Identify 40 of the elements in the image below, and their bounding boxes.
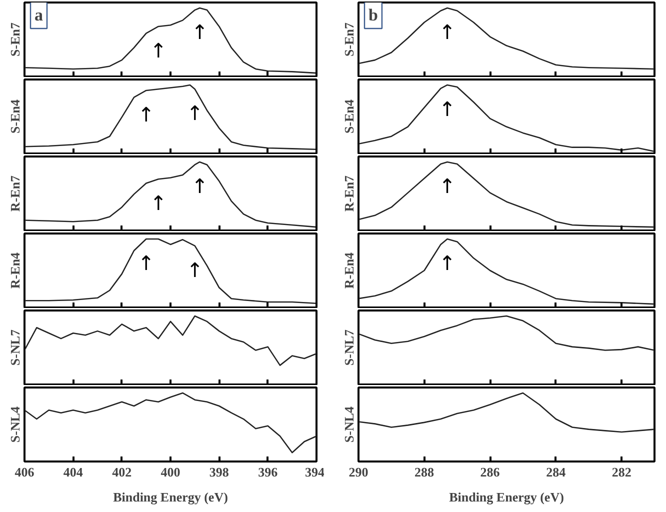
x-tick-label: 404 [63, 464, 84, 480]
x-tick-label: 394 [305, 464, 325, 480]
y-axis-title: S-NL4 [342, 406, 356, 443]
annotation: b [368, 6, 378, 24]
annotation: ↑ [191, 20, 208, 44]
annotation: ↑ [438, 174, 456, 198]
x-tick-label: 282 [612, 464, 632, 480]
x-axis-title: Binding Energy (eV) [449, 490, 564, 504]
y-axis-title: R-En7 [342, 174, 356, 212]
x-tick-label: 400 [160, 464, 180, 480]
annotation: ↑ [150, 38, 167, 62]
x-tick-label: 286 [480, 464, 500, 480]
annotation: ↑ [150, 191, 167, 216]
y-axis-title: S-NL7 [342, 328, 356, 366]
annotation: ↑ [186, 258, 204, 282]
x-tick-label: 402 [112, 464, 132, 480]
y-axis-title: R-En4 [8, 252, 22, 289]
x-tick-label: 406 [14, 464, 35, 480]
annotation: ↑ [438, 96, 456, 121]
y-axis-title: S-En4 [8, 99, 22, 134]
y-axis-title: R-En4 [342, 252, 356, 289]
annotation: a [34, 6, 44, 24]
x-tick-label: 398 [209, 464, 230, 480]
annotation: ↑ [438, 20, 456, 44]
x-axis-title: Binding Energy (eV) [113, 490, 228, 504]
x-tick-label: 288 [414, 464, 435, 480]
x-tick-label: 396 [258, 464, 278, 480]
y-axis-title: S-NL4 [8, 406, 22, 443]
annotation: ↑ [186, 101, 204, 126]
annotation: ↑ [138, 102, 155, 126]
y-axis-title: R-En7 [8, 174, 22, 212]
annotation: ↑ [438, 250, 456, 275]
y-axis-title: S-NL7 [8, 328, 22, 366]
x-tick-label: 284 [546, 464, 566, 480]
annotation: ↑ [138, 250, 155, 275]
y-axis-title: S-En4 [342, 99, 356, 134]
y-axis-title: S-En7 [8, 22, 22, 56]
annotation: ↑ [191, 174, 208, 198]
x-tick-label: 290 [348, 464, 368, 480]
y-axis-title: S-En7 [342, 22, 356, 56]
